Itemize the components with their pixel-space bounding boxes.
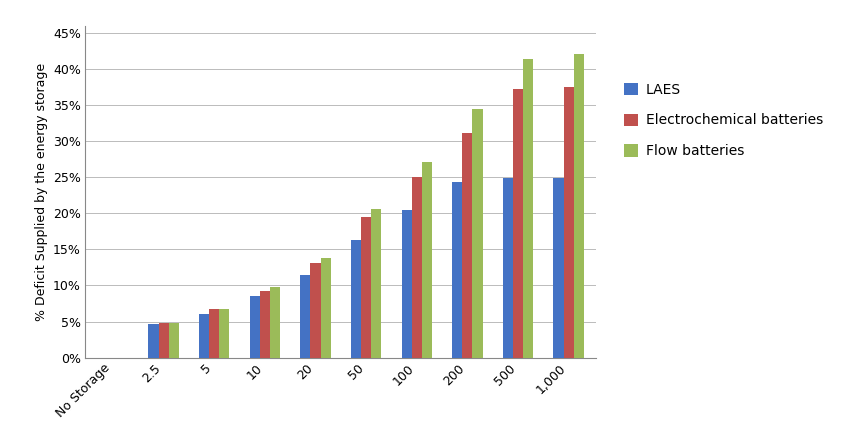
Bar: [199, 314, 210, 358]
Bar: [361, 217, 371, 358]
Bar: [523, 59, 533, 358]
Bar: [148, 324, 158, 358]
Bar: [472, 109, 482, 358]
Bar: [219, 309, 229, 358]
Bar: [270, 287, 280, 358]
Bar: [320, 258, 331, 358]
Legend: LAES, Electrochemical batteries, Flow batteries: LAES, Electrochemical batteries, Flow ba…: [624, 83, 823, 158]
Bar: [401, 210, 412, 358]
Bar: [452, 183, 463, 358]
Bar: [169, 323, 179, 358]
Bar: [300, 275, 310, 358]
Bar: [513, 89, 523, 358]
Bar: [250, 296, 260, 358]
Bar: [422, 162, 432, 358]
Bar: [412, 177, 422, 358]
Bar: [260, 291, 270, 358]
Bar: [351, 240, 361, 358]
Bar: [210, 309, 219, 358]
Bar: [463, 133, 472, 358]
Y-axis label: % Deficit Supplied by the energy storage: % Deficit Supplied by the energy storage: [35, 63, 48, 321]
Bar: [554, 178, 563, 358]
Bar: [503, 178, 513, 358]
Bar: [310, 263, 320, 358]
Bar: [371, 209, 382, 358]
Bar: [563, 87, 573, 358]
Bar: [573, 54, 584, 358]
Bar: [158, 323, 169, 358]
